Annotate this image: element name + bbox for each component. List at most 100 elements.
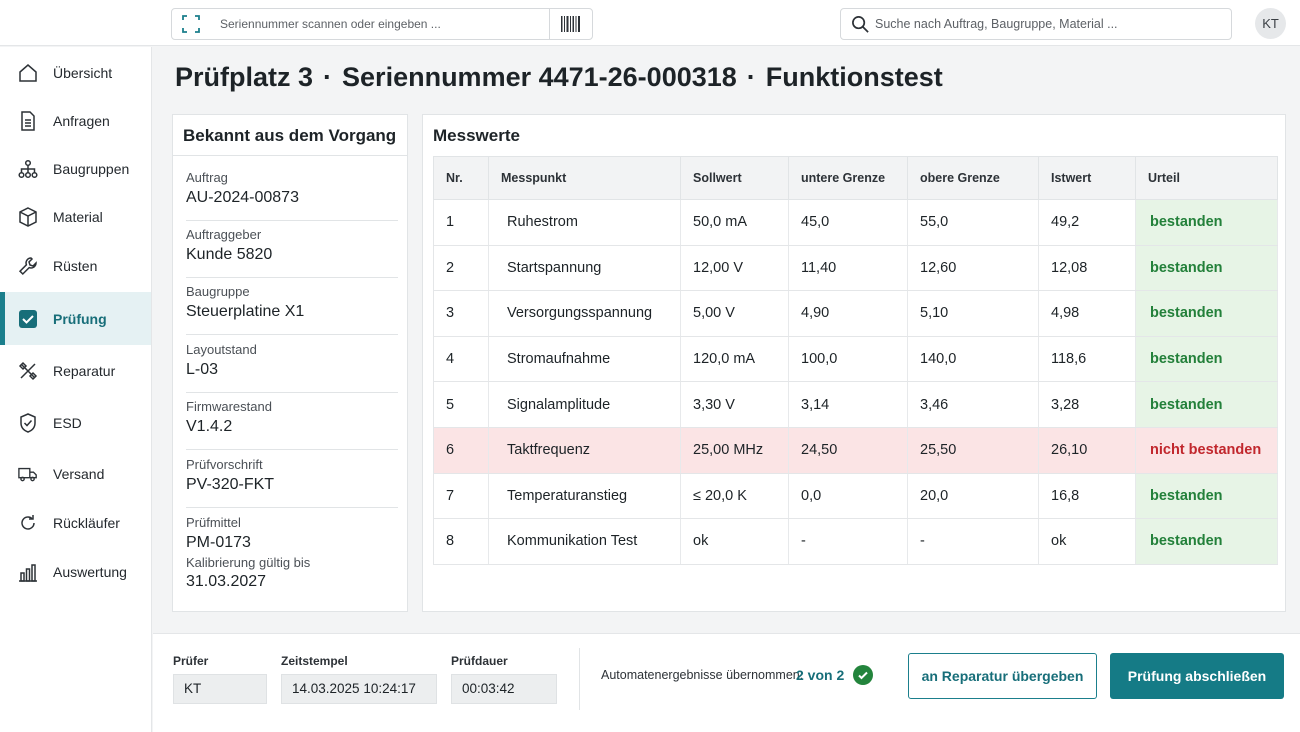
barcode-icon[interactable] (549, 8, 593, 40)
footer-bar: Prüfer KT Zeitstempel 14.03.2025 10:24:1… (153, 633, 1300, 732)
box-icon (19, 207, 37, 227)
divider (186, 449, 398, 450)
scan-frame-icon[interactable] (171, 8, 211, 40)
send-to-repair-button[interactable]: an Reparatur übergeben (908, 653, 1097, 699)
sidebar-item-label: ESD (53, 415, 82, 431)
return-icon (21, 515, 35, 530)
process-info-panel: Bekannt aus dem Vorgang Auftrag AU-2024-… (172, 114, 408, 612)
table-row-failed[interactable]: 6 Taktfrequenz 25,00 MHz 24,50 25,50 26,… (433, 426, 1278, 474)
pruefer-field: Prüfer KT (173, 654, 267, 704)
search-input[interactable] (875, 9, 1225, 39)
verdict-pass: bestanden (1135, 518, 1278, 565)
measurements-heading: Messwerte (433, 126, 520, 145)
cell-obere-grenze: 20,0 (907, 472, 1039, 520)
cell-istwert: ok (1038, 518, 1136, 565)
home-icon (19, 64, 37, 82)
cell-obere-grenze: 25,50 (907, 426, 1039, 474)
page-title: Prüfplatz 3 · Seriennummer 4471-26-000318 ·… (175, 62, 943, 93)
cell-obere-grenze: 140,0 (907, 335, 1039, 383)
cell-istwert: 3,28 (1038, 381, 1136, 428)
cell-messpunkt: Temperaturanstieg (488, 472, 681, 520)
sidebar-item-baugruppen[interactable]: Baugruppen (0, 144, 151, 194)
field-value: V1.4.2 (186, 418, 233, 435)
cell-nr: 4 (433, 335, 489, 383)
measurements-table: Nr. Messpunkt Sollwert untere Grenze obe… (433, 156, 1278, 565)
table-row[interactable]: 5 Signalamplitude 3,30 V 3,14 3,46 3,28 … (433, 381, 1278, 428)
field-label: Prüfdauer (451, 654, 508, 668)
global-search[interactable] (840, 8, 1232, 40)
cell-obere-grenze: 12,60 (907, 244, 1039, 292)
cell-nr: 3 (433, 290, 489, 337)
cell-untere-grenze: 100,0 (788, 335, 908, 383)
table-row[interactable]: 3 Versorgungsspannung 5,00 V 4,90 5,10 4… (433, 290, 1278, 337)
verdict-pass: bestanden (1135, 244, 1278, 292)
cell-obere-grenze: 5,10 (907, 290, 1039, 337)
sidebar-item-label: Anfragen (53, 113, 110, 129)
shield-icon (20, 413, 36, 433)
cell-messpunkt: Signalamplitude (488, 381, 681, 428)
field-label: Prüfmittel (186, 515, 241, 530)
divider (186, 507, 398, 508)
title-station: Prüfplatz 3 (175, 62, 314, 92)
sidebar-item-label: Übersicht (53, 65, 113, 81)
field-value: PV-320-FKT (186, 476, 275, 493)
table-row[interactable]: 2 Startspannung 12,00 V 11,40 12,60 12,0… (433, 244, 1278, 292)
zeitstempel-field: Zeitstempel 14.03.2025 10:24:17 (281, 654, 437, 704)
cell-untere-grenze: 45,0 (788, 199, 908, 246)
sidebar-item-label: Baugruppen (53, 161, 130, 177)
verdict-fail: nicht bestanden (1135, 426, 1278, 474)
sidebar-item-reparatur[interactable]: Reparatur (0, 346, 151, 396)
table-row[interactable]: 7 Temperaturanstieg ≤ 20,0 K 0,0 20,0 16… (433, 472, 1278, 520)
table-row[interactable]: 8 Kommunikation Test ok - - ok bestanden (433, 518, 1278, 565)
sidebar-item-label: Prüfung (53, 310, 107, 327)
table-row[interactable]: 4 Stromaufnahme 120,0 mA 100,0 140,0 118… (433, 335, 1278, 383)
field-label: Prüfer (173, 654, 209, 668)
field-label: Layoutstand (186, 342, 257, 357)
auto-results-label: Automatenergebnisse übernommen: (601, 668, 804, 682)
cell-messpunkt: Ruhestrom (488, 199, 681, 246)
hierarchy-icon (18, 159, 38, 179)
sidebar-item-material[interactable]: Material (0, 192, 151, 242)
sidebar-item-ruesten[interactable]: Rüsten (0, 241, 151, 291)
verdict-pass: bestanden (1135, 199, 1278, 246)
cell-sollwert: 50,0 mA (680, 199, 789, 246)
title-test: Funktionstest (765, 62, 943, 92)
sidebar-item-anfragen[interactable]: Anfragen (0, 96, 151, 146)
verdict-pass: bestanden (1135, 290, 1278, 337)
serial-number-input[interactable] (210, 8, 550, 40)
sidebar-item-label: Rückläufer (53, 515, 120, 531)
table-row[interactable]: 1 Ruhestrom 50,0 mA 45,0 55,0 49,2 besta… (433, 199, 1278, 246)
field-label: Auftrag (186, 170, 228, 185)
sidebar-item-label: Reparatur (53, 363, 116, 379)
cell-obere-grenze: 3,46 (907, 381, 1039, 428)
divider (173, 155, 407, 156)
divider (186, 334, 398, 335)
sidebar-item-uebersicht[interactable]: Übersicht (0, 48, 151, 98)
cell-istwert: 16,8 (1038, 472, 1136, 520)
sidebar-item-pruefung[interactable]: Prüfung (0, 292, 151, 345)
field-value: PM-0173 (186, 534, 251, 551)
user-avatar[interactable]: KT (1255, 8, 1286, 39)
sidebar-item-ruecklaeufer[interactable]: Rückläufer (0, 498, 151, 548)
info-field-auftraggeber: Auftraggeber Kunde 5820 (186, 227, 398, 264)
field-label: Kalibrierung gültig bis (186, 555, 311, 570)
field-value: Steuerplatine X1 (186, 303, 305, 320)
cell-nr: 1 (433, 199, 489, 246)
field-value: AU-2024-00873 (186, 189, 299, 206)
zeitstempel-value: 14.03.2025 10:24:17 (281, 674, 437, 704)
divider (579, 648, 580, 710)
sidebar-item-auswertung[interactable]: Auswertung (0, 547, 151, 597)
sidebar-item-versand[interactable]: Versand (0, 449, 151, 499)
cell-sollwert: 5,00 V (680, 290, 789, 337)
finish-test-button[interactable]: Prüfung abschließen (1110, 653, 1284, 699)
truck-icon (18, 467, 37, 482)
cell-nr: 7 (433, 472, 489, 520)
cell-sollwert: 120,0 mA (680, 335, 789, 383)
wrench-icon (18, 257, 37, 276)
sidebar-item-esd[interactable]: ESD (0, 398, 151, 448)
info-field-pruefvorschrift: Prüfvorschrift PV-320-FKT (186, 457, 398, 494)
cell-istwert: 4,98 (1038, 290, 1136, 337)
field-label: Firmwarestand (186, 399, 272, 414)
verdict-pass: bestanden (1135, 472, 1278, 520)
pruefer-value: KT (173, 674, 267, 704)
